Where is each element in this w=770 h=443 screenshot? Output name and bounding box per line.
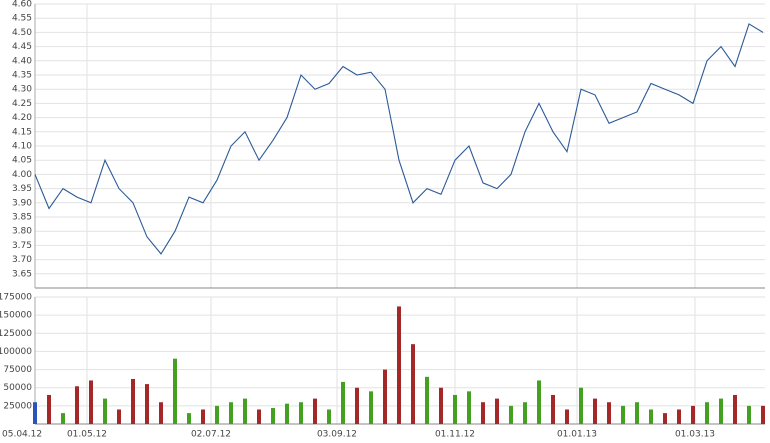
y-tick-label: 3.85 — [12, 213, 32, 223]
y-tick-label: 3.70 — [12, 255, 32, 265]
y-tick-label: 4.00 — [12, 170, 32, 180]
volume-bar — [355, 387, 359, 424]
volume-bar — [509, 405, 513, 424]
y-tick-label: 25000 — [3, 401, 32, 411]
volume-bar — [243, 398, 247, 424]
volume-bar — [649, 409, 653, 424]
volume-bar — [719, 398, 723, 424]
y-tick-label: 175000 — [0, 293, 32, 303]
y-tick-label: 4.50 — [12, 28, 32, 38]
x-tick-label: 01.01.13 — [557, 430, 597, 440]
volume-bar — [747, 405, 751, 424]
x-tick-label: 03.09.12 — [317, 430, 357, 440]
volume-bar — [173, 358, 177, 424]
y-tick-label: 3.90 — [12, 198, 32, 208]
y-tick-label: 3.80 — [12, 227, 32, 237]
volume-bar — [677, 409, 681, 424]
y-tick-label: 4.55 — [12, 14, 32, 24]
volume-bar — [607, 402, 611, 424]
volume-bar — [327, 409, 331, 424]
x-tick-label: 01.03.13 — [675, 430, 715, 440]
y-tick-label: 4.35 — [12, 71, 32, 81]
volume-bar — [313, 398, 317, 424]
y-tick-label: 4.05 — [12, 156, 32, 166]
volume-bar — [691, 405, 695, 424]
y-tick-label: 4.25 — [12, 99, 32, 109]
y-tick-label: 4.40 — [12, 56, 32, 66]
volume-bar — [145, 384, 149, 424]
y-tick-label: 3.95 — [12, 184, 32, 194]
volume-bar — [33, 402, 37, 424]
volume-bar — [467, 391, 471, 424]
volume-bar — [453, 394, 457, 424]
volume-bar — [131, 379, 135, 424]
volume-bar — [537, 380, 541, 424]
volume-bar — [229, 402, 233, 424]
y-tick-label: 4.15 — [12, 127, 32, 137]
volume-bar — [159, 402, 163, 424]
volume-bar — [103, 398, 107, 424]
volume-bar — [383, 369, 387, 424]
volume-bar — [705, 402, 709, 424]
volume-bar — [635, 402, 639, 424]
volume-bar — [565, 409, 569, 424]
x-tick-label: 02.07.12 — [191, 430, 231, 440]
x-tick-label: 01.11.12 — [435, 430, 475, 440]
volume-bar — [397, 306, 401, 424]
volume-bar — [285, 403, 289, 424]
volume-bar — [579, 387, 583, 424]
volume-bar — [89, 380, 93, 424]
y-tick-label: 125000 — [0, 329, 32, 339]
y-tick-label: 50000 — [3, 383, 32, 393]
volume-bar — [117, 409, 121, 424]
y-tick-label: 150000 — [0, 311, 32, 321]
volume-bar — [621, 405, 625, 424]
volume-bar — [761, 405, 765, 424]
volume-bar — [733, 394, 737, 424]
y-tick-label: 3.75 — [12, 241, 32, 251]
y-tick-label: 4.30 — [12, 85, 32, 95]
y-tick-label: 4.45 — [12, 42, 32, 52]
volume-bar — [215, 405, 219, 424]
y-tick-label: 75000 — [3, 365, 32, 375]
volume-bar — [61, 413, 65, 424]
volume-bar — [481, 402, 485, 424]
volume-bar — [299, 402, 303, 424]
volume-bar — [47, 394, 51, 424]
x-tick-label: 01.05.12 — [67, 430, 107, 440]
volume-bar — [523, 402, 527, 424]
volume-bar — [425, 376, 429, 424]
volume-bar — [411, 344, 415, 424]
y-tick-label: 4.60 — [12, 0, 32, 10]
volume-bar — [201, 409, 205, 424]
volume-bar — [271, 408, 275, 424]
price-line — [34, 23, 764, 255]
volume-bar — [341, 381, 345, 424]
y-tick-label: 3.65 — [12, 269, 32, 279]
volume-bar — [551, 394, 555, 424]
volume-bar — [187, 413, 191, 424]
volume-bar — [369, 391, 373, 424]
volume-bar — [257, 409, 261, 424]
volume-bar — [495, 398, 499, 424]
volume-bar — [593, 398, 597, 424]
volume-bar — [663, 413, 667, 424]
y-tick-label: 4.10 — [12, 142, 32, 152]
volume-bar — [439, 387, 443, 424]
x-tick-label: 05.04.12 — [2, 430, 42, 440]
volume-bar — [75, 386, 79, 424]
y-tick-label: 4.20 — [12, 113, 32, 123]
y-tick-label: 100000 — [0, 347, 32, 357]
